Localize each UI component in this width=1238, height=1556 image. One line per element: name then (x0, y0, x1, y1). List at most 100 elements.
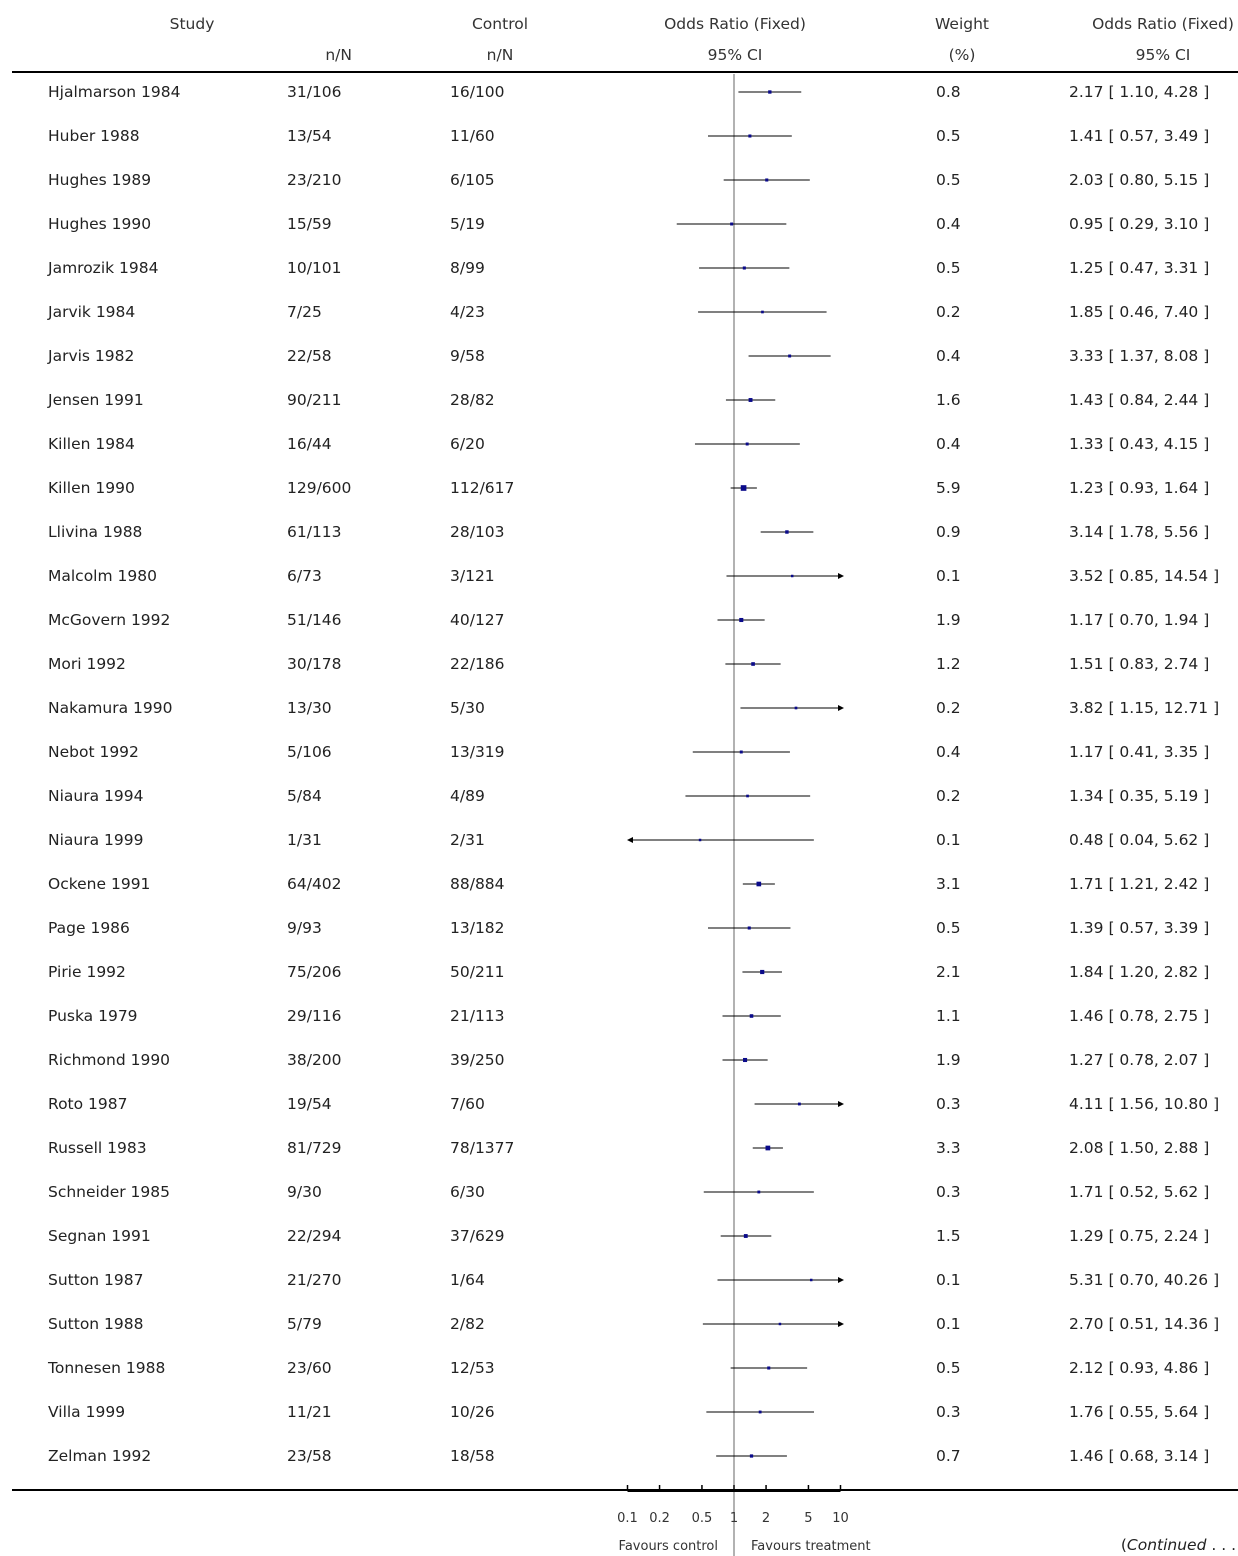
odds-ratio-ci-text: 3.82 [ 1.15, 12.71 ] (1069, 699, 1220, 717)
header-control-sub: n/N (486, 46, 514, 64)
odds-ratio-ci-text: 1.43 [ 0.84, 2.44 ] (1069, 391, 1210, 409)
treatment-events: 5/84 (287, 787, 322, 805)
treatment-events: 9/93 (287, 919, 322, 937)
control-events: 6/30 (450, 1183, 485, 1201)
study-name: Segnan 1991 (48, 1227, 151, 1245)
study-name: Llivina 1988 (48, 523, 143, 541)
weight-value: 2.1 (936, 963, 961, 981)
ci-arrow-right (838, 1277, 844, 1283)
study-name: Zelman 1992 (48, 1447, 152, 1465)
study-name: Schneider 1985 (48, 1183, 170, 1201)
study-name: Hughes 1990 (48, 215, 152, 233)
weight-value: 0.5 (936, 919, 961, 937)
odds-ratio-ci-text: 1.17 [ 0.41, 3.35 ] (1069, 743, 1210, 761)
odds-ratio-marker (698, 838, 702, 842)
odds-ratio-marker (743, 1234, 748, 1238)
odds-ratio-ci-text: 1.39 [ 0.57, 3.39 ] (1069, 919, 1210, 937)
study-name: Russell 1983 (48, 1139, 147, 1157)
control-events: 2/31 (450, 831, 485, 849)
weight-value: 1.6 (936, 391, 961, 409)
treatment-events: 1/31 (287, 831, 322, 849)
odds-ratio-ci-text: 1.71 [ 1.21, 2.42 ] (1069, 875, 1210, 893)
odds-ratio-marker (739, 617, 744, 623)
odds-ratio-ci-text: 1.33 [ 0.43, 4.15 ] (1069, 435, 1210, 453)
treatment-events: 30/178 (287, 655, 342, 673)
weight-value: 0.2 (936, 699, 961, 717)
treatment-events: 90/211 (287, 391, 342, 409)
treatment-events: 21/270 (287, 1271, 342, 1289)
control-events: 28/82 (450, 391, 495, 409)
odds-ratio-marker (765, 178, 769, 182)
weight-value: 0.1 (936, 1315, 961, 1333)
weight-value: 1.9 (936, 611, 961, 629)
odds-ratio-marker (745, 442, 749, 446)
study-name: Hjalmarson 1984 (48, 83, 181, 101)
odds-ratio-ci-text: 1.17 [ 0.70, 1.94 ] (1069, 611, 1210, 629)
odds-ratio-ci-text: 3.52 [ 0.85, 14.54 ] (1069, 567, 1220, 585)
study-name: Sutton 1987 (48, 1271, 144, 1289)
control-events: 18/58 (450, 1447, 495, 1465)
control-events: 6/20 (450, 435, 485, 453)
treatment-events: 6/73 (287, 567, 322, 585)
treatment-events: 75/206 (287, 963, 342, 981)
control-events: 39/250 (450, 1051, 505, 1069)
treatment-events: 13/54 (287, 127, 332, 145)
treatment-events: 15/59 (287, 215, 332, 233)
favours-treatment-label: Favours treatment (751, 1539, 871, 1554)
header-treatment-sub: n/N (325, 46, 352, 64)
odds-ratio-ci-text: 1.34 [ 0.35, 5.19 ] (1069, 787, 1210, 805)
odds-ratio-marker (760, 969, 765, 975)
control-events: 12/53 (450, 1359, 495, 1377)
control-events: 10/26 (450, 1403, 495, 1421)
control-events: 21/113 (450, 1007, 505, 1025)
study-name: Roto 1987 (48, 1095, 128, 1113)
control-events: 9/58 (450, 347, 485, 365)
header-study: Study (169, 15, 215, 33)
weight-value: 1.2 (936, 655, 961, 673)
weight-value: 3.1 (936, 875, 961, 893)
odds-ratio-ci-text: 1.85 [ 0.46, 7.40 ] (1069, 303, 1210, 321)
odds-ratio-marker (794, 706, 798, 710)
odds-ratio-ci-text: 1.71 [ 0.52, 5.62 ] (1069, 1183, 1210, 1201)
study-name: Page 1986 (48, 919, 130, 937)
control-events: 7/60 (450, 1095, 485, 1113)
treatment-events: 51/146 (287, 611, 342, 629)
weight-value: 0.8 (936, 83, 961, 101)
control-events: 40/127 (450, 611, 505, 629)
odds-ratio-marker (749, 1014, 754, 1018)
odds-ratio-ci-text: 2.12 [ 0.93, 4.86 ] (1069, 1359, 1210, 1377)
favours-control-label: Favours control (618, 1539, 718, 1554)
weight-value: 0.3 (936, 1183, 961, 1201)
control-events: 22/186 (450, 655, 505, 673)
header-odds-ratio-2-ci: 95% CI (1135, 46, 1191, 64)
treatment-events: 22/294 (287, 1227, 342, 1245)
control-events: 4/89 (450, 787, 485, 805)
header-odds-ratio-2: Odds Ratio (Fixed) (1092, 15, 1234, 33)
treatment-events: 61/113 (287, 523, 342, 541)
study-name: Jamrozik 1984 (48, 259, 159, 277)
odds-ratio-marker (788, 354, 792, 358)
weight-value: 0.5 (936, 259, 961, 277)
control-events: 2/82 (450, 1315, 485, 1333)
ci-arrow-right (838, 573, 844, 579)
study-name: Jensen 1991 (48, 391, 144, 409)
treatment-events: 23/58 (287, 1447, 332, 1465)
treatment-events: 129/600 (287, 479, 352, 497)
odds-ratio-ci-text: 2.17 [ 1.10, 4.28 ] (1069, 83, 1210, 101)
study-name: Jarvik 1984 (48, 303, 136, 321)
study-name: Puska 1979 (48, 1007, 138, 1025)
weight-value: 1.5 (936, 1227, 961, 1245)
study-name: Villa 1999 (48, 1403, 126, 1421)
weight-value: 0.2 (936, 303, 961, 321)
weight-value: 5.9 (936, 479, 961, 497)
odds-ratio-marker (758, 1410, 762, 1414)
control-events: 112/617 (450, 479, 515, 497)
odds-ratio-marker (757, 1190, 761, 1194)
odds-ratio-marker (765, 1145, 771, 1151)
control-events: 50/211 (450, 963, 505, 981)
odds-ratio-marker (743, 1057, 748, 1063)
odds-ratio-marker (767, 1366, 771, 1370)
ci-arrow-right (838, 1101, 844, 1107)
